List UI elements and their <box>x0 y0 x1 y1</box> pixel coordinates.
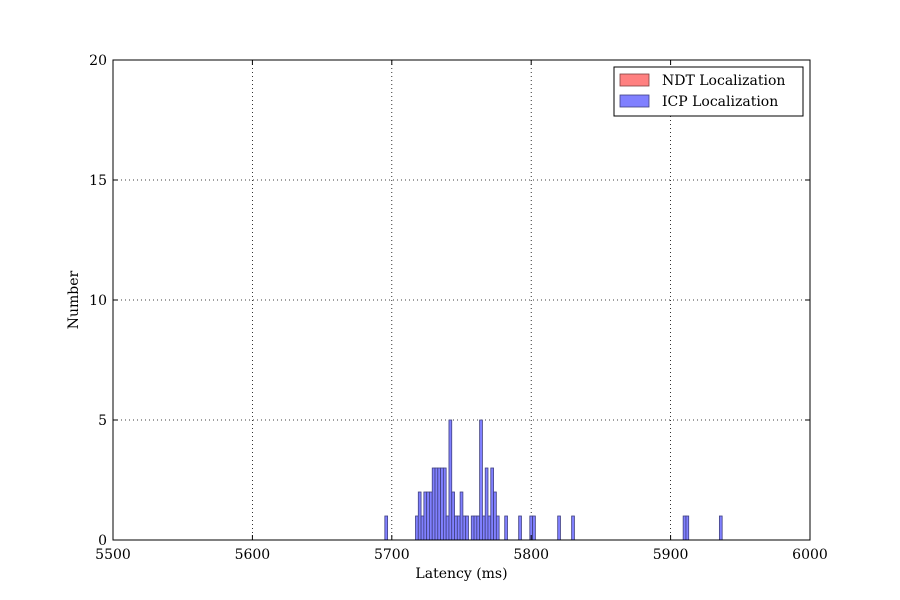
histogram-bar <box>718 515 723 541</box>
histogram-bar <box>518 515 522 541</box>
legend: NDT Localization ICP Localization <box>613 66 804 117</box>
histogram-bar <box>532 515 536 541</box>
histogram-bar <box>490 467 494 541</box>
axis-ticks: 5500 5600 5700 5800 5900 6000 0 5 10 15 20 <box>89 53 828 563</box>
histogram-bar <box>459 491 464 541</box>
histogram-bar <box>423 491 428 541</box>
histogram-bar <box>429 491 433 541</box>
histogram-bar <box>384 515 389 541</box>
histogram-bar <box>476 515 481 541</box>
histogram-bar <box>557 515 561 541</box>
x-tick-label: 5900 <box>653 547 689 563</box>
histogram-bar <box>437 467 441 541</box>
x-axis-label: Latency (ms) <box>415 566 507 582</box>
histogram-bar <box>454 515 458 541</box>
histogram-bar <box>417 491 422 541</box>
histogram-bar <box>487 515 492 541</box>
histogram-bar <box>462 515 467 541</box>
histogram-bar <box>493 491 497 541</box>
y-tick-label: 0 <box>98 533 107 549</box>
histogram-bar <box>465 515 469 541</box>
histogram-bar <box>420 515 425 541</box>
legend-label: ICP Localization <box>662 94 778 110</box>
legend-label: NDT Localization <box>662 73 785 89</box>
histogram-bar <box>685 515 690 541</box>
histogram-bar <box>426 491 430 541</box>
histogram-bar <box>431 467 436 541</box>
histogram-bar <box>434 467 439 541</box>
x-tick-label: 5600 <box>235 547 271 563</box>
y-tick-label: 20 <box>89 53 107 69</box>
x-tick-label: 5500 <box>95 547 131 563</box>
x-tick-label: 5800 <box>513 547 549 563</box>
grid-lines <box>113 60 810 540</box>
histogram-bar <box>484 467 489 541</box>
x-tick-label: 6000 <box>792 547 828 563</box>
histogram-bar <box>482 515 486 541</box>
histogram-bar <box>470 515 475 541</box>
histogram-bar <box>442 467 447 541</box>
y-tick-label: 5 <box>98 413 107 429</box>
y-tick-label: 10 <box>89 293 107 309</box>
histogram-bar <box>415 515 419 541</box>
histogram-bar <box>445 515 450 541</box>
histogram-bar <box>682 515 687 541</box>
histogram-bar <box>473 515 478 541</box>
histogram-bar <box>571 515 575 541</box>
histogram-bars <box>384 419 723 541</box>
x-tick-label: 5700 <box>374 547 410 563</box>
histogram-bar <box>479 419 483 541</box>
histogram-bar <box>495 515 500 541</box>
histogram-bar <box>504 515 508 541</box>
y-tick-label: 15 <box>89 173 107 189</box>
histogram-bar <box>451 491 455 541</box>
histogram-bar <box>456 515 461 541</box>
histogram-bar <box>440 467 444 541</box>
legend-swatch <box>619 73 650 87</box>
histogram-bar <box>448 419 453 541</box>
legend-swatch <box>619 94 650 108</box>
y-axis-label: Number <box>66 270 82 329</box>
